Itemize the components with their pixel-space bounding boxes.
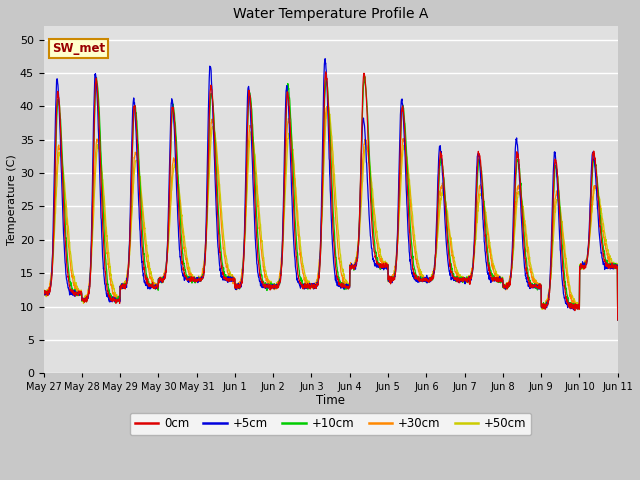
Title: Water Temperature Profile A: Water Temperature Profile A <box>233 7 428 21</box>
Y-axis label: Temperature (C): Temperature (C) <box>7 155 17 245</box>
X-axis label: Time: Time <box>316 394 345 407</box>
Legend: 0cm, +5cm, +10cm, +30cm, +50cm: 0cm, +5cm, +10cm, +30cm, +50cm <box>130 413 531 435</box>
Text: SW_met: SW_met <box>52 42 106 55</box>
